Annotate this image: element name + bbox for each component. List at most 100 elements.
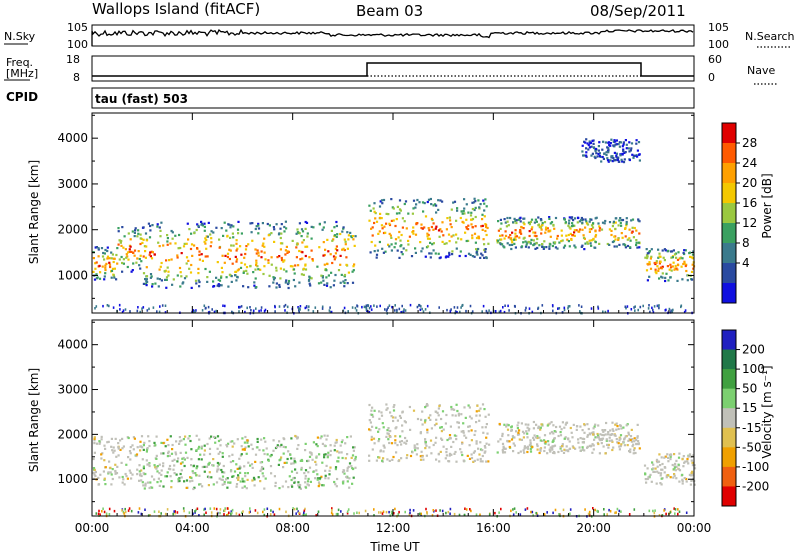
echo-cell <box>150 257 154 260</box>
echo-cell <box>350 235 353 238</box>
echo-cell <box>117 243 120 246</box>
echo-cell <box>229 249 232 252</box>
echo-cell <box>539 449 542 452</box>
echo-cell <box>244 252 247 256</box>
echo-cell <box>235 483 239 486</box>
echo-cell <box>347 465 350 468</box>
echo-cell <box>581 150 584 153</box>
echo-cell <box>315 463 318 466</box>
echo-cell <box>521 430 525 433</box>
echo-cell <box>425 404 428 407</box>
echo-cell <box>396 249 399 252</box>
echo-cell <box>343 281 346 285</box>
echo-cell <box>459 250 462 253</box>
echo-cell <box>604 452 607 455</box>
echo-cell <box>649 473 652 476</box>
echo-cell <box>314 477 317 480</box>
echo-cell <box>145 459 148 462</box>
echo-cell <box>144 472 147 476</box>
echo-cell <box>506 428 510 431</box>
echo-cell <box>256 446 259 449</box>
echo-cell <box>590 307 593 310</box>
echo-cell <box>447 233 451 236</box>
echo-cell <box>450 445 453 448</box>
echo-cell <box>145 239 148 242</box>
frequency-line <box>92 62 694 77</box>
echo-cell <box>275 446 279 449</box>
echo-cell <box>138 464 141 467</box>
echo-cell <box>329 466 332 469</box>
echo-cell <box>130 509 133 513</box>
echo-cell <box>435 509 437 512</box>
echo-cell <box>205 239 208 242</box>
echo-cell <box>242 480 245 483</box>
echo-cell <box>396 205 399 208</box>
echo-cell <box>206 276 209 279</box>
echo-cell <box>341 471 345 474</box>
echo-cell <box>589 242 592 245</box>
echo-cell <box>173 510 175 513</box>
echo-cell <box>506 423 509 426</box>
echo-cell <box>566 238 569 241</box>
echo-cell <box>420 226 423 230</box>
echo-cell <box>623 158 626 161</box>
echo-cell <box>230 512 232 516</box>
echo-cell <box>344 240 347 243</box>
echo-cell <box>458 513 461 517</box>
echo-cell <box>583 248 586 251</box>
echo-cell <box>142 306 145 309</box>
echo-cell <box>622 426 625 429</box>
echo-cell <box>207 305 210 309</box>
echo-cell <box>658 252 661 255</box>
echo-cell <box>587 148 590 151</box>
echo-cell <box>650 480 653 483</box>
echo-cell <box>148 307 150 311</box>
echo-cell <box>572 234 575 237</box>
echo-cell <box>373 202 376 205</box>
echo-cell <box>452 440 455 444</box>
echo-cell <box>215 276 218 279</box>
echo-cell <box>428 229 431 232</box>
echo-cell <box>617 224 620 227</box>
echo-cell <box>238 310 240 313</box>
echo-cell <box>292 477 295 480</box>
echo-cell <box>105 262 108 265</box>
echo-cell <box>404 309 407 312</box>
echo-cell <box>394 442 397 445</box>
echo-cell <box>561 311 564 314</box>
echo-cell <box>190 243 194 246</box>
echo-cell <box>480 225 483 228</box>
echo-cell <box>543 434 547 437</box>
echo-cell <box>270 453 273 457</box>
echo-cell <box>245 452 248 455</box>
echo-cell <box>665 272 668 275</box>
echo-cell <box>419 455 422 458</box>
echo-cell <box>378 230 381 233</box>
echo-cell <box>475 421 478 424</box>
echo-cell <box>676 258 680 261</box>
echo-cell <box>635 142 638 145</box>
echo-cell <box>239 480 242 483</box>
echo-cell <box>375 459 378 462</box>
echo-cell <box>391 458 394 461</box>
echo-cell <box>536 448 539 451</box>
echo-cell <box>536 237 539 241</box>
echo-cell <box>367 304 369 307</box>
echo-cell <box>580 216 583 220</box>
echo-cell <box>401 253 404 256</box>
echo-cell <box>674 512 676 515</box>
echo-cell <box>145 278 148 281</box>
echo-cell <box>160 452 163 455</box>
echo-cell <box>242 271 245 274</box>
echo-cell <box>510 438 514 441</box>
echo-cell <box>434 441 437 444</box>
echo-cell <box>142 448 145 451</box>
echo-cell <box>430 252 433 255</box>
echo-cell <box>126 251 130 254</box>
echo-cell <box>652 470 655 473</box>
echo-cell <box>509 216 512 220</box>
echo-cell <box>664 455 667 458</box>
echo-cell <box>141 307 143 310</box>
echo-cell <box>337 269 341 272</box>
